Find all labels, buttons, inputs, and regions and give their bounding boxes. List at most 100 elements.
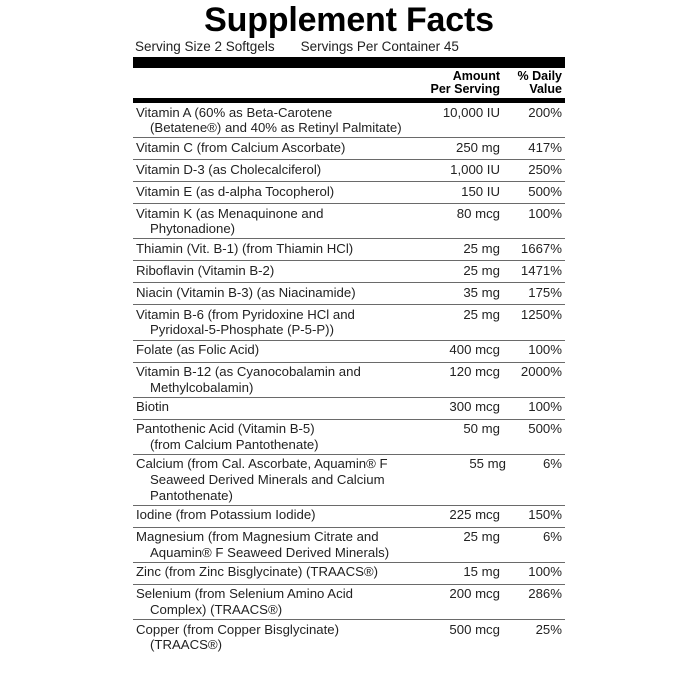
row-divider [133, 526, 565, 528]
row-divider [133, 238, 565, 240]
nutrient-name: Copper (from Copper Bisglycinate) (TRAACS… [136, 622, 418, 653]
amount-header-line1: Amount [452, 69, 500, 83]
supplement-facts-panel: Supplement Facts Serving Size 2 Softgels… [133, 0, 565, 654]
nutrient-name-continuation: (Betatene®) and 40% as Retinyl Palmitate… [150, 120, 402, 136]
daily-value-percent: 500% [528, 421, 562, 437]
row-divider [133, 159, 565, 161]
nutrient-name-continuation: (from Calcium Pantothenate) [150, 436, 319, 452]
table-row: Vitamin K (as Menaquinone and Phytonadion… [133, 204, 565, 238]
nutrient-name-continuation: Seaweed Derived Minerals and Calcium Pan… [150, 472, 385, 503]
row-divider [133, 583, 565, 585]
table-row: Copper (from Copper Bisglycinate) (TRAACS… [133, 620, 565, 654]
amount-per-serving-value: 50 mg [463, 421, 500, 437]
row-divider [133, 339, 565, 341]
amount-per-serving-value: 80 mcg [456, 205, 500, 221]
daily-value-percent: 6% [542, 529, 562, 545]
nutrient-name: Magnesium (from Magnesium Citrate and Aqu… [136, 529, 418, 560]
nutrient-name: Thiamin (Vit. B-1) (from Thiamin HCl) [136, 240, 354, 256]
daily-value-percent: 100% [528, 205, 562, 221]
amount-per-serving-value: 200 mcg [449, 586, 500, 602]
amount-per-serving-value: 25 mg [463, 306, 500, 322]
daily-value-percent: 1471% [520, 262, 562, 278]
amount-per-serving-value: 120 mcg [449, 364, 500, 380]
mid-rule [133, 98, 565, 103]
daily-value-percent: 150% [528, 507, 562, 523]
daily-value-percent: 500% [528, 183, 562, 199]
dv-header-line1: % Daily [517, 69, 562, 83]
table-row: Pantothenic Acid (Vitamin B-5) (from Calc… [133, 420, 565, 454]
table-row: Calcium (from Cal. Ascorbate, Aquamin® F… [133, 455, 565, 505]
amount-per-serving-value: 225 mcg [449, 507, 500, 523]
page-title: Supplement Facts [204, 1, 494, 39]
amount-per-serving-value: 10,000 IU [442, 104, 500, 120]
row-divider [133, 282, 565, 284]
nutrient-name: Vitamin C (from Calcium Ascorbate) [136, 139, 346, 155]
table-row: Iodine (from Potassium Iodide) 225 mcg 150… [133, 506, 565, 527]
amount-per-serving-value: 300 mcg [449, 399, 500, 415]
table-row: Biotin 300 mcg 100% [133, 398, 565, 419]
row-divider [133, 137, 565, 139]
nutrient-name: Vitamin B-6 (from Pyridoxine HCl and Pyri… [136, 307, 418, 338]
amount-per-serving-value: 25 mg [463, 529, 500, 545]
table-row: Vitamin B-6 (from Pyridoxine HCl and Pyri… [133, 305, 565, 339]
row-divider [133, 361, 565, 363]
daily-value-percent: 1250% [520, 306, 562, 322]
nutrient-name: Selenium (from Selenium Amino Acid Comple… [136, 586, 418, 617]
heavy-rule-top [133, 57, 565, 68]
nutrient-name: Zinc (from Zinc Bisglycinate) (TRAACS®) [136, 564, 378, 580]
row-divider [133, 396, 565, 398]
row-divider [133, 418, 565, 420]
table-row: Riboflavin (Vitamin B-2) 25 mg 1471% [133, 261, 565, 282]
table-row: Vitamin A (60% as Beta-Carotene (Betatene… [133, 103, 565, 137]
row-divider [133, 260, 565, 262]
table-row: Thiamin (Vit. B-1) (from Thiamin HCl) 25 … [133, 239, 565, 260]
nutrient-name: Calcium (from Cal. Ascorbate, Aquamin® F… [136, 456, 444, 503]
nutrient-name: Niacin (Vitamin B-3) (as Niacinamide) [136, 284, 356, 300]
daily-value-percent: 250% [528, 161, 562, 177]
nutrient-name: Biotin [136, 399, 169, 415]
nutrient-name: Pantothenic Acid (Vitamin B-5) (from Calc… [136, 421, 418, 452]
daily-value-percent: 100% [528, 564, 562, 580]
amount-per-serving-value: 15 mg [463, 564, 500, 580]
row-divider [133, 504, 565, 506]
row-divider [133, 561, 565, 563]
nutrient-name: Iodine (from Potassium Iodide) [136, 507, 316, 523]
column-headers: Amount Per Serving % Daily Value [133, 68, 565, 98]
amount-per-serving-value: 150 IU [461, 183, 500, 199]
amount-per-serving-header: Amount Per Serving [412, 70, 500, 96]
amount-per-serving-value: 55 mg [469, 456, 506, 472]
nutrient-name: Vitamin E (as d-alpha Tocopherol) [136, 183, 335, 199]
nutrient-rows: Vitamin A (60% as Beta-Carotene (Betatene… [133, 103, 565, 654]
row-divider [133, 304, 565, 306]
nutrient-name-continuation: (TRAACS®) [150, 637, 222, 653]
servings-per-container: Servings Per Container 45 [300, 39, 459, 54]
serving-size: Serving Size 2 Softgels [135, 39, 275, 54]
table-row: Selenium (from Selenium Amino Acid Comple… [133, 585, 565, 619]
daily-value-percent: 417% [528, 139, 562, 155]
daily-value-percent: 25% [535, 621, 562, 637]
serving-info: Serving Size 2 Softgels Servings Per Con… [133, 39, 565, 57]
daily-value-header: % Daily Value [500, 70, 564, 96]
daily-value-percent: 175% [528, 284, 562, 300]
nutrient-name: Vitamin B-12 (as Cyanocobalamin and Methy… [136, 364, 418, 395]
daily-value-percent: 6% [542, 456, 562, 472]
dv-header-line2: Value [529, 82, 562, 96]
amount-per-serving-value: 1,000 IU [450, 161, 500, 177]
daily-value-percent: 2000% [520, 364, 562, 380]
table-row: Vitamin E (as d-alpha Tocopherol) 150 IU 5… [133, 182, 565, 203]
nutrient-name-continuation: Aquamin® F Seaweed Derived Minerals) [150, 544, 390, 560]
nutrient-name: Riboflavin (Vitamin B-2) [136, 262, 275, 278]
amount-per-serving-value: 250 mg [456, 139, 500, 155]
nutrient-name-continuation: Pyridoxal-5-Phosphate (P-5-P)) [150, 322, 334, 338]
nutrient-name: Vitamin A (60% as Beta-Carotene (Betatene… [136, 105, 418, 136]
nutrient-name: Folate (as Folic Acid) [136, 342, 260, 358]
amount-per-serving-value: 35 mg [463, 284, 500, 300]
table-row: Niacin (Vitamin B-3) (as Niacinamide) 35 … [133, 283, 565, 304]
nutrient-name: Vitamin D-3 (as Cholecalciferol) [136, 161, 322, 177]
nutrient-name: Vitamin K (as Menaquinone and Phytonadion… [136, 206, 418, 237]
table-row: Zinc (from Zinc Bisglycinate) (TRAACS®) 1… [133, 563, 565, 584]
table-row: Vitamin D-3 (as Cholecalciferol) 1,000 IU… [133, 160, 565, 181]
table-row: Vitamin B-12 (as Cyanocobalamin and Methy… [133, 363, 565, 397]
amount-header-line2: Per Serving [430, 82, 500, 96]
daily-value-percent: 100% [528, 342, 562, 358]
